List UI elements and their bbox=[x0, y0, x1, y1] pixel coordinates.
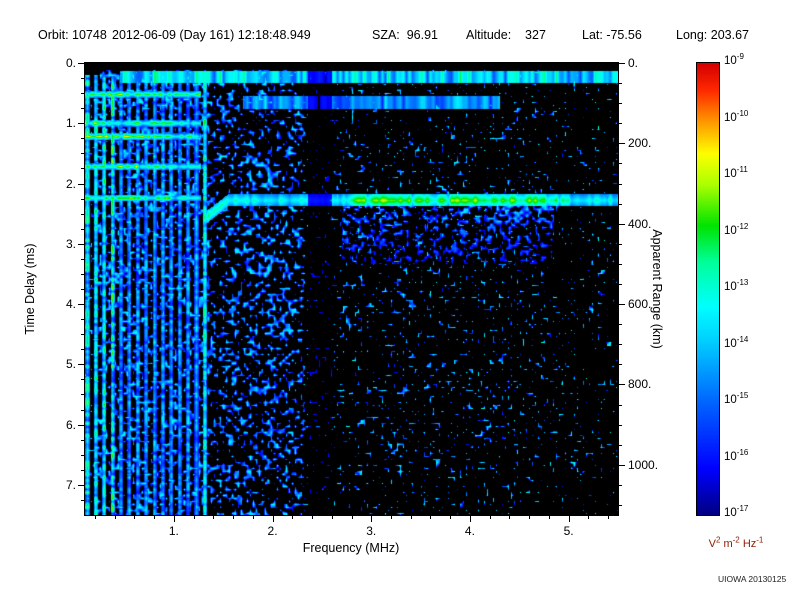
x-minor-tick bbox=[489, 516, 491, 519]
y-tick-label: 7. bbox=[65, 477, 76, 492]
y2-minor-tick bbox=[619, 123, 622, 125]
x-minor-tick bbox=[390, 516, 392, 519]
y-tick-label: 2. bbox=[65, 176, 76, 191]
y-tick-label: 1. bbox=[65, 116, 76, 131]
y2-minor-tick bbox=[619, 444, 622, 446]
y2-minor-tick bbox=[619, 504, 622, 506]
y2-minor-tick bbox=[619, 283, 622, 285]
y2-tick bbox=[619, 384, 625, 386]
colorbar-tick-label: 10-16 bbox=[724, 447, 749, 463]
x-minor-tick bbox=[331, 516, 333, 519]
y2-minor-tick bbox=[619, 424, 622, 426]
y2-tick bbox=[619, 304, 625, 306]
y2-minor-tick bbox=[619, 404, 622, 406]
y2-minor-tick bbox=[619, 364, 622, 366]
y2-minor-tick bbox=[619, 263, 622, 265]
plot-frame bbox=[84, 62, 619, 516]
colorbar-canvas bbox=[697, 63, 719, 515]
y2-minor-tick bbox=[619, 203, 622, 205]
y2-minor-tick bbox=[619, 183, 622, 185]
x-tick-label: 4. bbox=[464, 524, 475, 538]
x-minor-tick bbox=[94, 516, 96, 519]
y-tick-label: 6. bbox=[65, 417, 76, 432]
y-tick-label: 3. bbox=[65, 236, 76, 251]
y2-minor-tick bbox=[619, 484, 622, 486]
watermark: UIOWA 20130125 bbox=[718, 574, 787, 584]
x-tick bbox=[272, 516, 274, 522]
y2-tick-label: 800. bbox=[628, 377, 652, 392]
x-tick bbox=[371, 516, 373, 522]
x-minor-tick bbox=[608, 516, 610, 519]
x-tick bbox=[469, 516, 471, 522]
y2-axis-label: Apparent Range (km) bbox=[650, 229, 664, 349]
y2-minor-tick bbox=[619, 344, 622, 346]
x-tick-label: 1. bbox=[168, 524, 179, 538]
spectrogram-canvas bbox=[85, 63, 618, 515]
y2-minor-tick bbox=[619, 83, 622, 85]
colorbar-tick-label: 10-10 bbox=[724, 108, 749, 124]
y2-tick bbox=[619, 464, 625, 466]
colorbar-tick-label: 10-12 bbox=[724, 221, 749, 237]
y2-minor-tick bbox=[619, 243, 622, 245]
orbit-field: Orbit: 10748 bbox=[38, 28, 107, 42]
y-tick-label: 4. bbox=[65, 297, 76, 312]
lat-field: Lat: -75.56 bbox=[582, 28, 642, 42]
y2-tick bbox=[619, 223, 625, 225]
colorbar-frame bbox=[696, 62, 720, 516]
x-minor-tick bbox=[529, 516, 531, 519]
colorbar-tick-label: 10-17 bbox=[724, 504, 749, 519]
y2-tick-label: 0. bbox=[628, 56, 639, 70]
x-axis-label: Frequency (MHz) bbox=[302, 541, 400, 555]
altitude-field: Altitude: 327 bbox=[466, 28, 546, 42]
colorbar-tick-label: 10-9 bbox=[724, 52, 744, 67]
x-minor-tick bbox=[193, 516, 195, 519]
y2-minor-tick bbox=[619, 163, 622, 165]
x-minor-tick bbox=[450, 516, 452, 519]
x-tick-label: 2. bbox=[267, 524, 278, 538]
colorbar-tick-label: 10-14 bbox=[724, 334, 749, 350]
x-minor-tick bbox=[114, 516, 116, 519]
x-minor-tick bbox=[292, 516, 294, 519]
y-tick-label: 0. bbox=[65, 56, 76, 70]
x-minor-tick bbox=[430, 516, 432, 519]
x-minor-tick bbox=[588, 516, 590, 519]
y2-minor-tick bbox=[619, 103, 622, 105]
colorbar-tick-label: 10-11 bbox=[724, 165, 748, 180]
y2-tick bbox=[619, 63, 625, 64]
x-minor-tick bbox=[134, 516, 136, 519]
x-tick-label: 3. bbox=[366, 524, 377, 538]
x-minor-tick bbox=[509, 516, 511, 519]
x-minor-tick bbox=[351, 516, 353, 519]
y-tick-label: 5. bbox=[65, 357, 76, 372]
y-axis-label: Time Delay (ms) bbox=[23, 243, 37, 335]
datetime-field: 2012-06-09 (Day 161) 12:18:48.949 bbox=[112, 28, 311, 42]
colorbar-tick-label: 10-13 bbox=[724, 278, 749, 293]
x-minor-tick bbox=[312, 516, 314, 519]
x-minor-tick bbox=[252, 516, 254, 519]
x-minor-tick bbox=[410, 516, 412, 519]
colorbar-units-label: V2 m-2 Hz-1 bbox=[708, 535, 764, 550]
y2-tick-label: 1000. bbox=[628, 457, 659, 472]
x-tick bbox=[173, 516, 175, 522]
y2-tick bbox=[619, 143, 625, 145]
colorbar-tick-label: 10-15 bbox=[724, 391, 749, 406]
long-field: Long: 203.67 bbox=[676, 28, 749, 42]
y2-minor-tick bbox=[619, 324, 622, 326]
x-minor-tick bbox=[548, 516, 550, 519]
x-tick bbox=[568, 516, 570, 522]
sza-field: SZA: 96.91 bbox=[372, 28, 439, 42]
x-minor-tick bbox=[233, 516, 235, 519]
x-minor-tick bbox=[213, 516, 215, 519]
y2-tick-label: 200. bbox=[628, 136, 652, 151]
x-tick-label: 5. bbox=[563, 524, 574, 538]
x-minor-tick bbox=[154, 516, 156, 519]
